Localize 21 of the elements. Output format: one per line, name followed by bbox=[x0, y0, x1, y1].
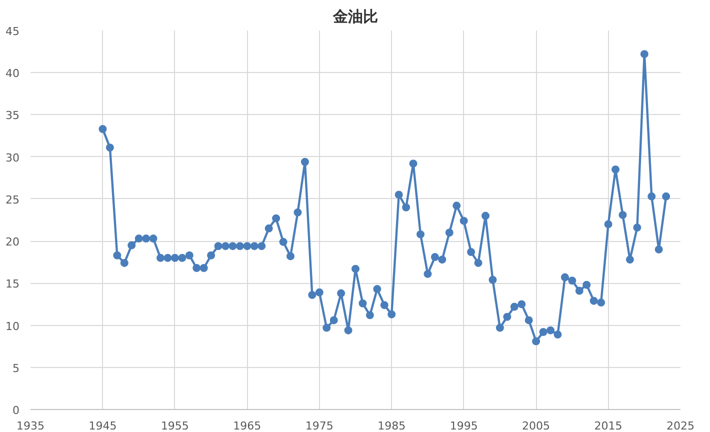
x-tick-label: 1945 bbox=[88, 420, 117, 432]
chart-title: 金油比 bbox=[332, 8, 378, 26]
x-tick-label: 1965 bbox=[233, 420, 262, 432]
y-tick-label: 15 bbox=[6, 278, 20, 291]
x-tick-label: 2015 bbox=[594, 420, 622, 432]
y-tick-label: 25 bbox=[6, 193, 20, 206]
y-tick-label: 5 bbox=[12, 362, 20, 375]
y-tick-label: 0 bbox=[12, 404, 20, 417]
x-tick-label: 2005 bbox=[522, 420, 550, 432]
y-tick-label: 30 bbox=[6, 151, 20, 164]
x-tick-label: 2025 bbox=[666, 420, 695, 432]
x-tick-label: 1935 bbox=[16, 420, 45, 432]
x-tick-label: 1975 bbox=[305, 420, 334, 432]
y-tick-label: 40 bbox=[6, 67, 20, 80]
y-tick-label: 20 bbox=[6, 236, 20, 249]
x-tick-label: 1955 bbox=[160, 420, 189, 432]
y-tick-label: 10 bbox=[6, 320, 20, 333]
x-tick-label: 1985 bbox=[378, 420, 406, 432]
y-tick-label: 35 bbox=[6, 109, 20, 122]
y-tick-label: 45 bbox=[6, 25, 20, 38]
x-tick-label: 1995 bbox=[450, 420, 478, 432]
